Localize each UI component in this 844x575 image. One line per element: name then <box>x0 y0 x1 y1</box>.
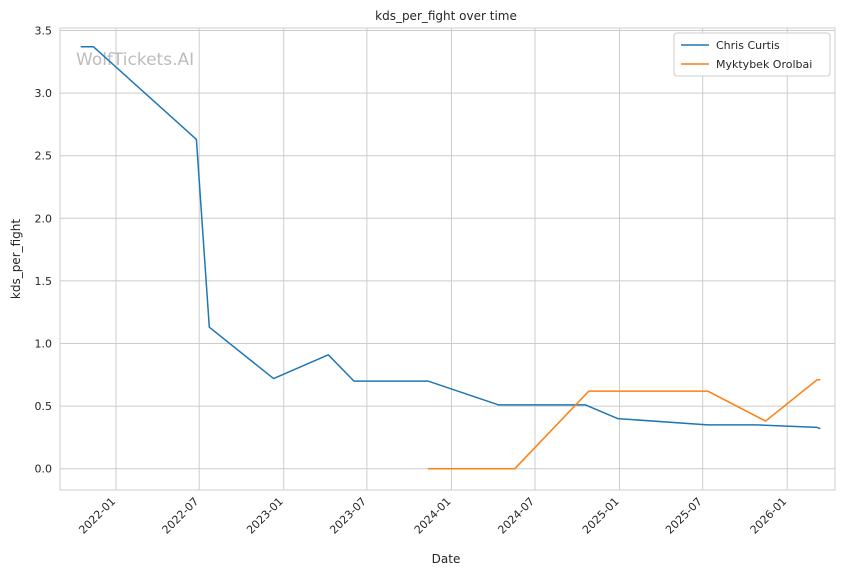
series-line-0 <box>80 46 821 430</box>
y-tick-label: 3.0 <box>35 87 53 100</box>
x-tick-label: 2025-01 <box>580 495 622 537</box>
x-axis-ticks: 2022-01 2022-07 2023-01 2023-07 2024-01 2024-… <box>76 495 789 537</box>
legend-label-1: Myktybek Orolbai <box>716 58 812 71</box>
y-axis-title: kds_per_fight <box>9 219 23 300</box>
y-axis-ticks: 0.0 0.5 1.0 1.5 2.0 2.5 3.0 3.5 <box>35 25 53 476</box>
x-tick-label: 2023-01 <box>244 495 286 537</box>
grid <box>60 28 835 490</box>
x-axis-title: Date <box>432 552 461 566</box>
legend: Chris Curtis Myktybek Orolbai <box>673 32 831 77</box>
plot-area <box>59 27 836 491</box>
legend-box <box>673 32 831 77</box>
watermark: WolfTickets.AI <box>76 50 194 70</box>
y-tick-label: 0.5 <box>35 400 53 413</box>
x-tick-label: 2023-07 <box>327 495 369 537</box>
x-tick-label: 2024-01 <box>412 495 454 537</box>
x-tick-label: 2026-01 <box>748 495 790 537</box>
series-line-1 <box>428 379 821 470</box>
y-tick-label: 2.5 <box>35 150 53 163</box>
x-tick-label: 2025-07 <box>663 495 705 537</box>
y-tick-label: 1.5 <box>35 275 53 288</box>
x-tick-label: 2024-07 <box>495 495 537 537</box>
chart-title: kds_per_fight over time <box>375 9 517 23</box>
legend-label-0: Chris Curtis <box>716 39 780 52</box>
y-tick-label: 0.0 <box>35 463 53 476</box>
y-tick-label: 2.0 <box>35 212 53 225</box>
x-tick-label: 2022-01 <box>76 495 118 537</box>
x-tick-label: 2022-07 <box>160 495 202 537</box>
series-lines <box>80 46 821 470</box>
y-tick-label: 1.0 <box>35 338 53 351</box>
y-tick-label: 3.5 <box>35 25 53 38</box>
